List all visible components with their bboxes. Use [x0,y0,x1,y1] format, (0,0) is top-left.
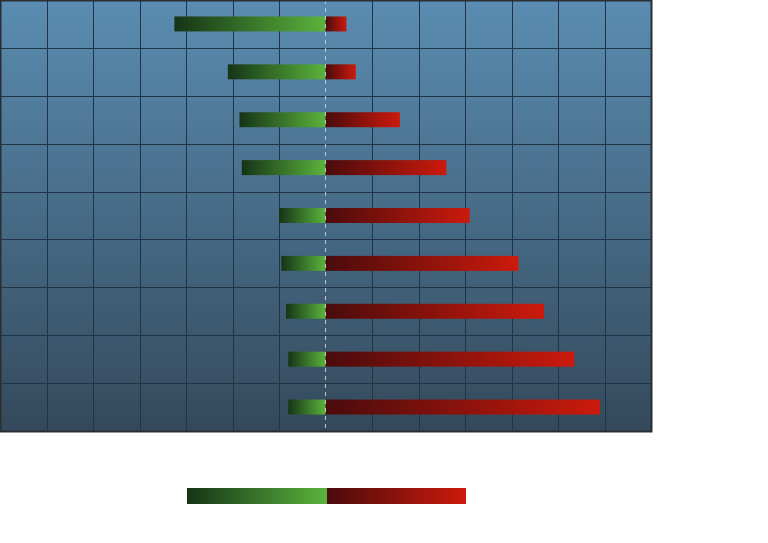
bar-positive [325,160,447,176]
bar-negative [241,160,326,176]
bar-negative [285,303,326,319]
legend-swatch-series-2 [327,488,466,504]
bar-positive [325,64,356,80]
bars [174,16,600,415]
bar-positive [325,208,470,223]
bar-negative [288,351,326,367]
legend [187,488,466,504]
bar-negative [279,208,326,223]
legend-swatch-series-1 [187,488,327,504]
bar-negative [281,255,326,271]
bar-positive [325,351,575,367]
bar-positive [325,303,545,319]
bar-positive [325,112,400,128]
bar-negative [239,112,326,128]
bar-positive [325,255,519,271]
bar-negative [174,16,326,32]
bar-negative [288,399,326,415]
bar-positive [325,16,347,32]
plot-border [0,0,653,433]
bar-positive [325,399,600,415]
bar-negative [227,64,326,80]
